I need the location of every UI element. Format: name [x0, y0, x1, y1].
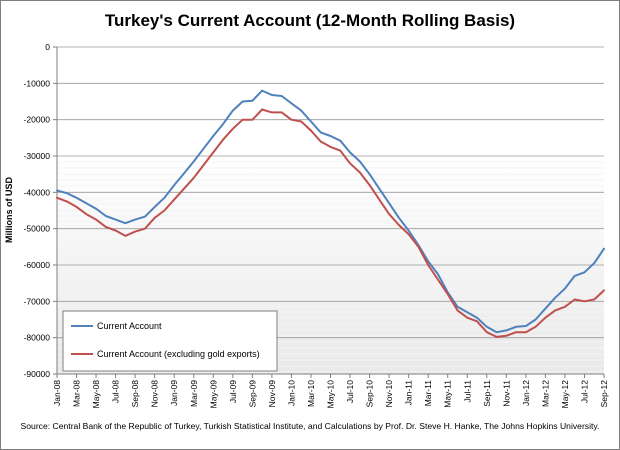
x-tick-label: Nov-08: [150, 380, 160, 408]
y-tick-label: -20000: [24, 115, 51, 125]
x-tick-label: Sep-11: [482, 380, 492, 407]
y-tick-label: 0: [45, 42, 50, 52]
x-tick-label: May-12: [560, 380, 570, 409]
source-note: Source: Central Bank of the Republic of …: [20, 421, 600, 431]
x-tick-label: Jan-09: [169, 380, 179, 406]
x-tick-label: Nov-11: [501, 380, 511, 407]
x-tick-label: Jul-08: [111, 380, 121, 403]
y-tick-label: -90000: [24, 369, 51, 379]
y-axis-label: Millions of USD: [4, 177, 14, 243]
x-tick-label: Jan-10: [286, 380, 296, 406]
y-tick-label: -70000: [24, 296, 51, 306]
x-tick-label: May-08: [91, 380, 101, 409]
series-line-1: [56, 89, 605, 334]
x-tick-label: May-10: [326, 380, 336, 409]
x-tick-label: Mar-12: [540, 380, 550, 407]
x-tick-label: Mar-10: [306, 380, 316, 407]
legend-label-1: Current Account: [97, 321, 162, 331]
x-tick-label: Mar-09: [189, 380, 199, 407]
y-tick-label: -50000: [24, 224, 51, 234]
x-tick-label: Jul-09: [228, 380, 238, 403]
x-tick-label: Jul-10: [345, 380, 355, 403]
x-tick-label: Sep-10: [365, 380, 375, 408]
x-tick-label: Sep-09: [247, 380, 257, 408]
y-tick-label: -80000: [24, 333, 51, 343]
series-line-2: [56, 108, 605, 338]
x-tick-label: May-11: [443, 380, 453, 408]
x-tick-label: Jul-11: [462, 380, 472, 403]
chart-title: Turkey's Current Account (12-Month Rolli…: [105, 11, 515, 30]
y-tick-label: -30000: [24, 151, 51, 161]
x-tick-label: Jul-12: [579, 380, 589, 403]
x-tick-label: Nov-10: [384, 380, 394, 408]
x-tick-label: Jan-12: [521, 380, 531, 406]
x-tick-label: May-09: [208, 380, 218, 409]
y-tick-label: -10000: [24, 78, 51, 88]
y-tick-label: -40000: [24, 187, 51, 197]
x-tick-label: Sep-08: [130, 380, 140, 408]
x-tick-label: Jan-08: [52, 380, 62, 406]
plot-area: 0 -10000 -20000 -30000 -40000 -50000 -60000 -70…: [24, 42, 609, 408]
y-tick-label: -60000: [24, 260, 51, 270]
x-tick-label: Sep-12: [599, 380, 609, 408]
x-tick-label: Mar-11: [423, 380, 433, 407]
legend-box: [62, 310, 278, 372]
legend-label-2: Current Account (excluding gold exports): [97, 349, 260, 359]
x-tick-label: Mar-08: [72, 380, 82, 407]
x-tick-label: Nov-09: [267, 380, 277, 408]
x-tick-label: Jan-11: [404, 380, 414, 406]
